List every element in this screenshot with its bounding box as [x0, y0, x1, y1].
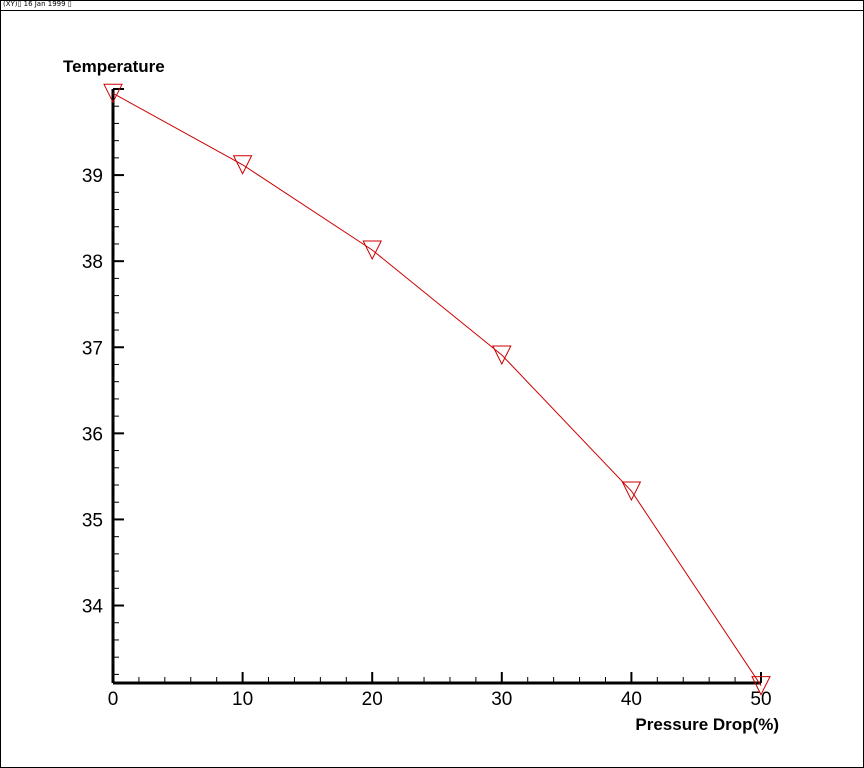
data-point-marker	[232, 155, 253, 175]
axes: 0 10 20 30 40 50 34 35 36 37 38 39	[82, 88, 772, 710]
x-tick-label: 10	[232, 689, 253, 710]
header-caption: (XY)▯ 16 Jan 1999 ▯	[3, 0, 72, 8]
x-tick-label: 30	[491, 689, 512, 710]
y-tick-label: 38	[82, 252, 103, 273]
y-tick-label: 35	[82, 510, 103, 531]
y-axis-title: Temperature	[63, 57, 165, 76]
x-tick-label: 20	[362, 689, 383, 710]
data-point-marker	[362, 240, 383, 261]
series-layer	[103, 83, 771, 696]
data-point-marker	[103, 83, 123, 104]
y-tick-label: 34	[82, 597, 104, 618]
data-point-marker	[491, 345, 512, 366]
data-point-marker	[751, 676, 771, 696]
data-point-marker	[621, 481, 642, 502]
y-tick-label: 39	[82, 166, 103, 187]
series-line	[112, 92, 762, 686]
x-tick-label: 40	[621, 689, 642, 710]
y-tick-label: 37	[82, 338, 103, 359]
y-tick-label: 36	[82, 424, 103, 445]
header-divider	[1, 10, 863, 11]
x-tick-label: 0	[108, 689, 119, 710]
x-tick-label: 50	[750, 689, 771, 710]
x-axis-title: Pressure Drop(%)	[635, 715, 779, 734]
